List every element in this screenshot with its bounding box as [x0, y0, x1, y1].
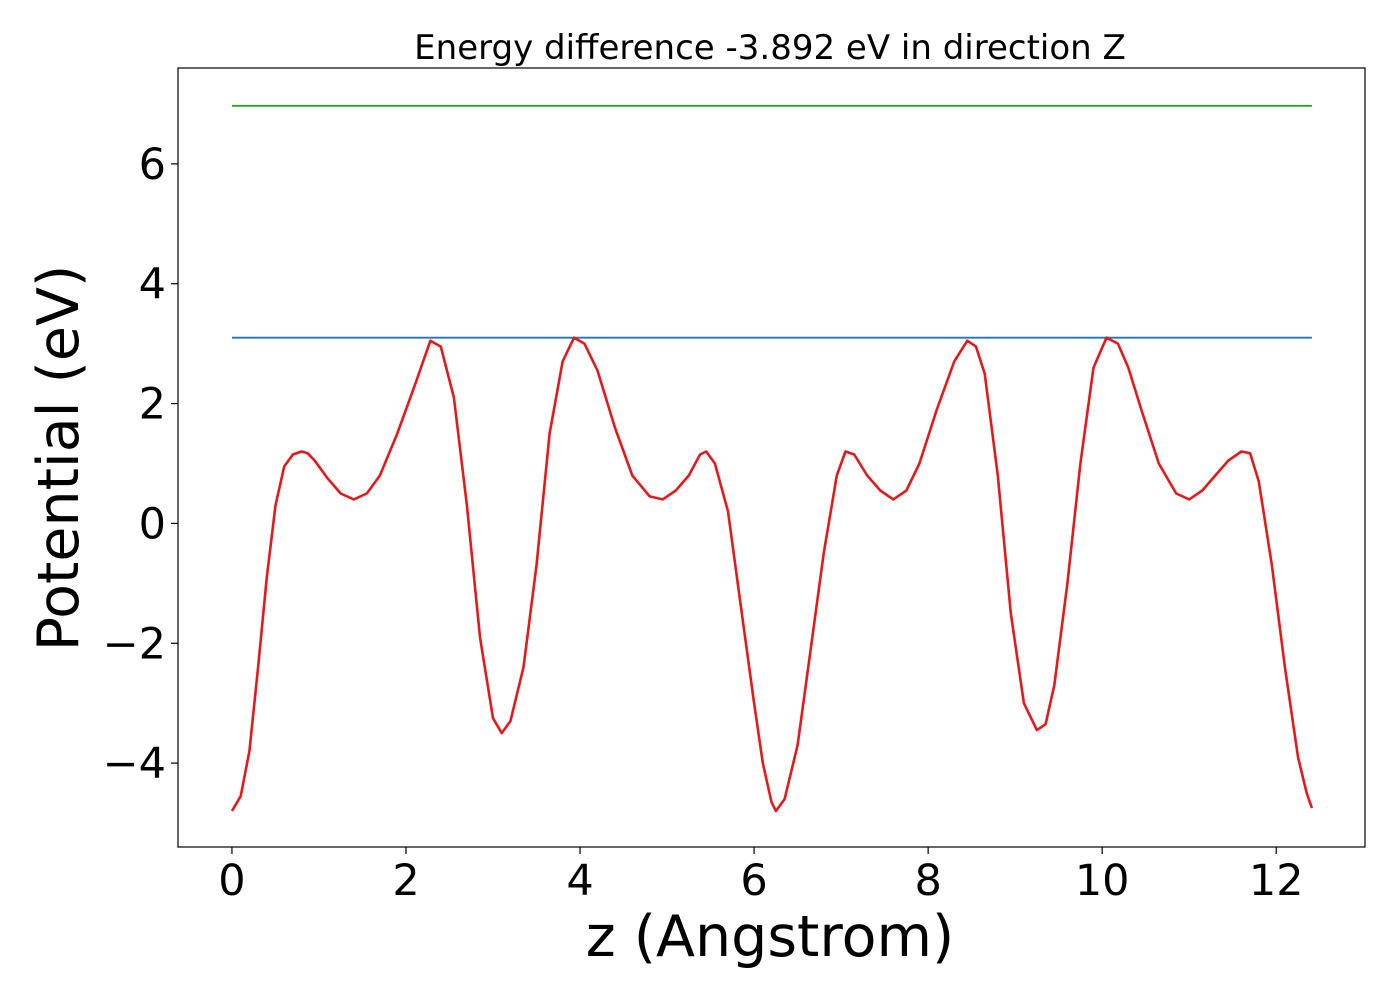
x-tick-label: 0: [218, 856, 245, 906]
y-tick-label: −4: [103, 739, 166, 789]
y-tick-label: 4: [139, 260, 166, 310]
y-tick-label: −2: [103, 619, 166, 669]
y-axis-label: Potential (eV): [26, 265, 92, 651]
potential-profile-line: [230, 336, 1314, 813]
plot-frame: [177, 67, 1366, 848]
chart-title: Energy difference -3.892 eV in direction…: [414, 28, 1126, 68]
y-tick-label: 0: [139, 499, 166, 549]
x-tick-label: 12: [1249, 856, 1304, 906]
x-axis: 0 2 4 6 8 10 12: [218, 847, 1304, 906]
x-tick-label: 6: [740, 856, 767, 906]
x-tick-label: 10: [1075, 856, 1130, 906]
x-tick-label: 8: [914, 856, 941, 906]
x-axis-label: z (Angstrom): [586, 904, 954, 970]
x-tick-label: 2: [392, 856, 419, 906]
x-tick-label: 4: [566, 856, 593, 906]
y-axis: −4 −2 0 2 4 6: [103, 140, 178, 789]
y-tick-label: 6: [139, 140, 166, 190]
series-layer: [230, 104, 1314, 813]
y-tick-label: 2: [139, 380, 166, 430]
